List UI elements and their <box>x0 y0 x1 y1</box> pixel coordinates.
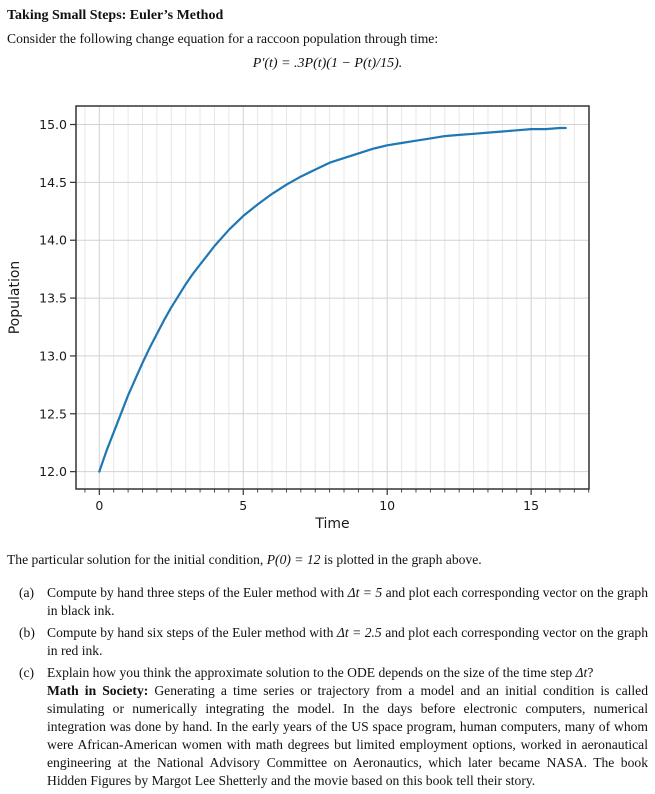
solution-note: The particular solution for the initial … <box>7 551 648 569</box>
math-in-society-note: Math in Society: Generating a time serie… <box>47 682 648 790</box>
svg-text:14.5: 14.5 <box>39 175 67 190</box>
item-c-pre: Explain how you think the approximate so… <box>47 665 576 680</box>
x-axis-label: Time <box>314 516 349 532</box>
solution-note-pre: The particular solution for the initial … <box>7 552 267 567</box>
item-c-label: (c) <box>19 665 35 680</box>
population-chart-figure: 0 5 10 15 12.0 12.5 13.0 13.5 14.0 14.5 15.0 Time Po… <box>0 95 655 545</box>
exercise-item-b: (b) Compute by hand six steps of the Eul… <box>7 624 648 660</box>
math-in-society-text: Generating a time series or trajectory f… <box>47 683 648 788</box>
solution-note-math: P(0) = 12 <box>266 552 321 567</box>
population-chart: 0 5 10 15 12.0 12.5 13.0 13.5 14.0 14.5 15.0 Time Po… <box>7 105 590 532</box>
item-b-post: and plot each corresponding vector on th… <box>47 625 649 658</box>
tick-labels: 0 5 10 15 12.0 12.5 13.0 13.5 14.0 14.5 15.0 <box>39 117 539 513</box>
svg-text:15.0: 15.0 <box>39 117 67 132</box>
svg-text:5: 5 <box>239 498 247 513</box>
change-equation: P′(t) = .3P(t)(1 − P(t)/15). <box>0 55 655 73</box>
grid-layer <box>76 106 590 489</box>
item-b-math: Δt = 2.5 <box>336 625 382 640</box>
item-a-pre: Compute by hand three steps of the Euler… <box>47 585 348 600</box>
svg-text:10: 10 <box>379 498 395 513</box>
exercise-list: (a) Compute by hand three steps of the E… <box>7 584 648 794</box>
exercise-item-c: (c) Explain how you think the approximat… <box>7 664 648 790</box>
series-line <box>98 126 567 473</box>
item-b-label: (b) <box>19 625 35 640</box>
page-title: Taking Small Steps: Euler’s Method <box>7 8 224 23</box>
item-a-math: Δt = 5 <box>347 585 383 600</box>
solution-note-post: is plotted in the graph above. <box>320 552 482 567</box>
item-c-question: Explain how you think the approximate so… <box>47 664 648 682</box>
svg-text:0: 0 <box>95 498 103 513</box>
item-a-post: and plot each corresponding vector on th… <box>47 585 648 618</box>
plot-spines <box>75 105 590 490</box>
item-c-post: ? <box>587 665 594 680</box>
item-a-label: (a) <box>19 585 35 600</box>
svg-text:14.0: 14.0 <box>39 233 67 248</box>
exercise-item-a: (a) Compute by hand three steps of the E… <box>7 584 648 620</box>
svg-text:13.5: 13.5 <box>39 291 67 306</box>
equation-text: P′(t) = .3P(t)(1 − P(t)/15). <box>252 56 403 71</box>
svg-text:12.0: 12.0 <box>39 464 67 479</box>
item-c-math: Δt <box>575 665 588 680</box>
item-b-pre: Compute by hand six steps of the Euler m… <box>47 625 337 640</box>
math-in-society-lead: Math in Society: <box>47 683 149 698</box>
svg-text:13.0: 13.0 <box>39 348 67 363</box>
y-axis-label: Population <box>7 261 23 335</box>
intro-text: Consider the following change equation f… <box>7 31 439 46</box>
svg-text:12.5: 12.5 <box>39 406 67 421</box>
svg-text:15: 15 <box>523 498 539 513</box>
